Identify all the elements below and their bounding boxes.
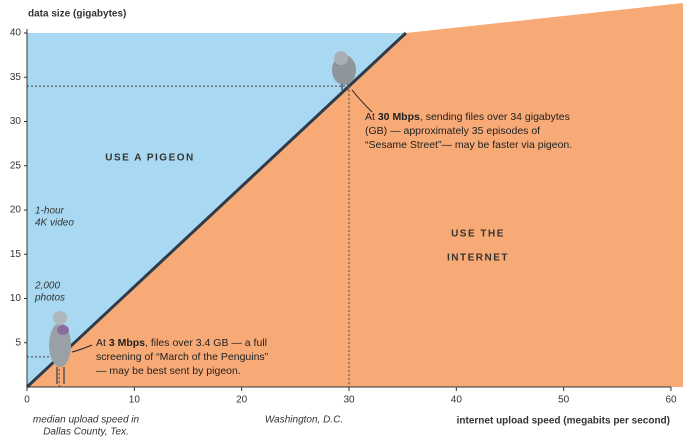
y-tick-label: 35 <box>10 72 22 83</box>
y-tick-label: 10 <box>10 293 22 304</box>
y-note: 1-hour <box>35 206 65 217</box>
foreground: 5 10 15 20 25 30 35 40 0 10 20 30 40 50 60 median uploa… <box>10 28 677 438</box>
pigeon <box>332 51 356 90</box>
region-below <box>27 3 683 387</box>
pigeon <box>49 311 71 384</box>
arrow <box>71 344 93 353</box>
x-annotation: Dallas County, Tex. <box>43 427 129 438</box>
y-note: photos <box>34 293 65 304</box>
y-tick-label: 5 <box>15 337 21 348</box>
background <box>27 3 683 387</box>
y-note: 4K video <box>35 218 74 229</box>
callout-bold: 3 Mbps <box>108 337 146 349</box>
x-tick-label: 10 <box>129 395 141 406</box>
callout-text: , sending files over 34 gigabytes (GB) —… <box>365 111 573 151</box>
line <box>25 31 407 389</box>
x-annotation: median upload speed in <box>33 415 140 426</box>
x-annotation: Washington, D.C. <box>265 415 343 426</box>
region-label: USE A PIGEON <box>105 153 195 164</box>
x-tick-label: 30 <box>343 395 355 406</box>
x-tick-label: 40 <box>451 395 463 406</box>
callout-text: At <box>96 337 109 349</box>
x-tick-label: 60 <box>665 395 677 406</box>
x-tick-label: 20 <box>236 395 248 406</box>
callout-bold: 30 Mbps <box>377 111 420 123</box>
callout: At 3 Mbps, files over 3.4 GB — a full sc… <box>96 336 276 378</box>
y-tick-label: 20 <box>10 205 22 216</box>
y-axis-title: data size (gigabytes) <box>28 9 126 20</box>
x-tick-label: 50 <box>558 395 570 406</box>
callout-text: At <box>365 111 378 123</box>
callout-text: , files over 3.4 GB — a full screening o… <box>96 337 269 377</box>
y-tick-label: 25 <box>10 160 22 171</box>
x-axis-title: internet upload speed (megabits per seco… <box>457 416 670 427</box>
region-label: INTERNET <box>447 253 509 264</box>
callout: At 30 Mbps, sending files over 34 gigaby… <box>365 110 580 152</box>
x-tick-label: 0 <box>24 395 30 406</box>
arrow <box>351 89 373 113</box>
y-note: 2,000 <box>34 281 60 292</box>
region-label: USE THE <box>451 229 505 240</box>
region-above <box>27 33 406 387</box>
y-tick-label: 30 <box>10 116 22 127</box>
y-tick-label: 40 <box>10 28 22 39</box>
y-tick-label: 15 <box>10 249 22 260</box>
